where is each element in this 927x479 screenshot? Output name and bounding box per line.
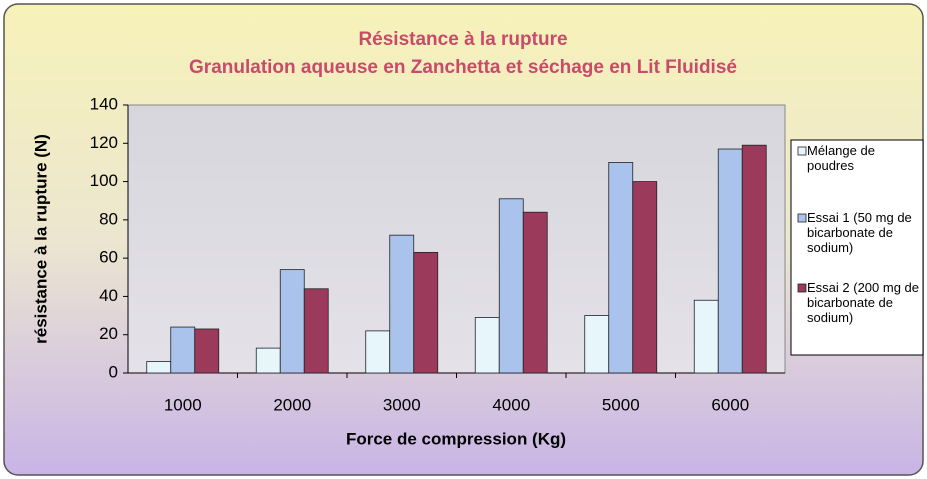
bar (608, 162, 634, 374)
chart-title: Résistance à la rupture (358, 29, 567, 50)
legend-swatch (797, 283, 807, 293)
legend-swatch (797, 146, 807, 156)
y-tick-label: 120 (90, 133, 118, 152)
y-axis-label: résistance à la rupture (N) (31, 134, 50, 344)
bar (389, 234, 415, 374)
plot-area (127, 104, 786, 374)
y-tick-label: 20 (99, 324, 118, 343)
bar (255, 347, 281, 374)
bar (693, 299, 719, 374)
bar (194, 328, 220, 374)
x-tick-label: 6000 (711, 395, 749, 414)
bar (522, 211, 548, 374)
bar (279, 269, 305, 374)
x-tick-label: 3000 (383, 395, 421, 414)
legend-label: Essai 1 (50 mg de bicarbonate de sodium) (807, 210, 912, 255)
x-tick-label: 4000 (492, 395, 530, 414)
chart-subtitle: Granulation aqueuse en Zanchetta et séch… (189, 57, 737, 78)
bar (146, 361, 172, 374)
y-tick-label: 60 (99, 248, 118, 267)
y-tick-label: 0 (109, 362, 118, 381)
bar (741, 144, 767, 374)
x-axis-label: Force de compression (Kg) (346, 429, 566, 448)
y-tick-label: 80 (99, 209, 118, 228)
y-tick-label: 100 (90, 171, 118, 190)
x-tick-label: 5000 (602, 395, 640, 414)
y-tick-label: 40 (99, 286, 118, 305)
bar (413, 251, 439, 374)
bar (474, 317, 500, 374)
x-tick-label: 2000 (273, 395, 311, 414)
bar (365, 330, 391, 374)
legend-label: Essai 2 (200 mg de bicarbonate de sodium… (807, 280, 920, 325)
legend-label: Mélange de poudres (807, 143, 875, 173)
legend-box (790, 139, 924, 356)
legend-swatch (797, 213, 807, 223)
bar (717, 148, 743, 374)
bar (303, 288, 329, 374)
bar (632, 181, 658, 374)
x-tick-label: 1000 (164, 395, 202, 414)
bar (170, 326, 196, 374)
bar (584, 315, 610, 374)
bar (498, 198, 524, 374)
y-tick-label: 140 (90, 94, 118, 113)
